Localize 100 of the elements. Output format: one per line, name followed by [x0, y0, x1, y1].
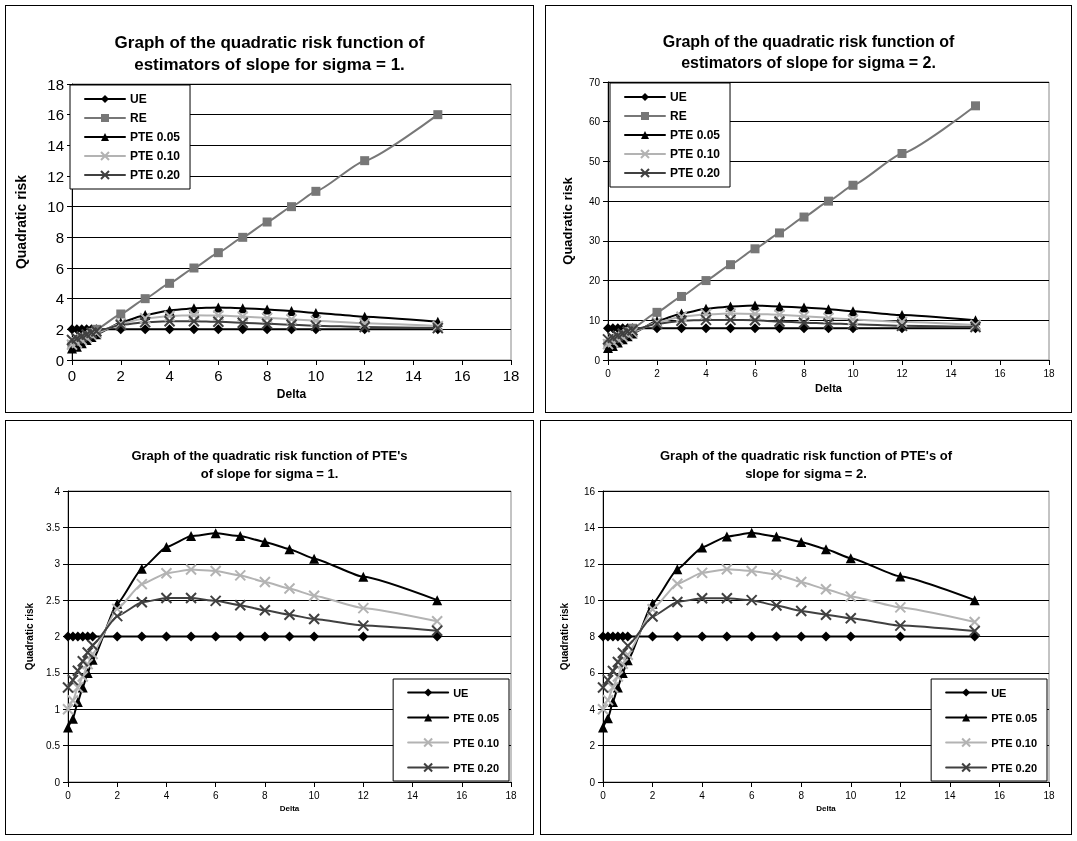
y-tick-label: 16 [47, 106, 64, 124]
legend-label: PTE 0.10 [453, 736, 499, 749]
y-tick-label: 6 [589, 667, 596, 679]
x-tick-label: 18 [1043, 367, 1055, 379]
x-tick-label: 16 [994, 367, 1006, 379]
x-axis-title: Delta [276, 386, 307, 401]
x-axis-title: Delta [816, 804, 837, 814]
legend-label: UE [130, 92, 147, 106]
y-tick-label: 0 [589, 776, 596, 788]
y-tick-label: 8 [589, 631, 596, 642]
x-tick-label: 2 [116, 367, 125, 384]
x-tick-label: 8 [801, 367, 808, 379]
y-tick-label: 14 [583, 521, 596, 533]
x-tick-label: 12 [894, 789, 907, 801]
y-axis-title: Quadratic risk [560, 176, 575, 265]
y-tick-label: 2.5 [46, 594, 61, 606]
x-tick-label: 18 [505, 789, 517, 801]
y-tick-label: 10 [47, 198, 64, 216]
legend-label: PTE 0.20 [453, 761, 499, 774]
x-tick-label: 0 [605, 367, 612, 379]
legend-label: PTE 0.05 [130, 130, 181, 144]
y-tick-label: 4 [54, 485, 61, 497]
x-tick-label: 4 [163, 789, 170, 801]
x-tick-label: 12 [896, 367, 908, 379]
y-tick-label: 4 [589, 703, 596, 715]
chart-title: Graph of the quadratic risk function of estimators of slope for sigma = 1. [114, 32, 425, 74]
y-tick-label: 1.5 [46, 667, 61, 679]
y-axis-title: Quadratic risk [558, 602, 570, 671]
y-tick-label: 4 [55, 290, 64, 308]
x-tick-label: 12 [356, 367, 374, 384]
x-tick-label: 14 [406, 789, 419, 801]
y-tick-label: 8 [55, 228, 64, 246]
legend-label: PTE 0.10 [991, 736, 1037, 749]
x-tick-label: 10 [847, 367, 859, 379]
legend-label: PTE 0.20 [991, 761, 1037, 774]
y-tick-label: 20 [588, 275, 601, 287]
y-tick-label: 3 [54, 558, 61, 570]
y-tick-label: 2 [54, 631, 61, 642]
y-tick-label: 3.5 [46, 521, 61, 533]
y-tick-label: 10 [583, 594, 596, 606]
x-tick-label: 4 [703, 367, 710, 379]
legend-label: UE [453, 686, 469, 699]
x-tick-label: 10 [845, 789, 857, 801]
y-tick-label: 30 [588, 235, 601, 247]
y-tick-label: 2 [55, 320, 64, 338]
legend-label: PTE 0.10 [670, 147, 721, 161]
x-tick-label: 0 [65, 789, 72, 801]
legend-label: UE [991, 686, 1007, 699]
y-tick-label: 18 [47, 75, 64, 93]
x-tick-label: 10 [308, 789, 321, 801]
legend-label: PTE 0.20 [130, 168, 181, 182]
x-tick-label: 2 [649, 789, 656, 801]
x-tick-label: 14 [945, 367, 957, 379]
y-tick-label: 14 [47, 136, 64, 154]
y-tick-label: 0 [54, 776, 61, 788]
x-tick-label: 14 [405, 367, 422, 384]
x-tick-label: 8 [798, 789, 805, 801]
x-tick-label: 6 [748, 789, 755, 801]
y-tick-label: 0.5 [46, 740, 61, 752]
x-tick-label: 12 [357, 789, 370, 801]
x-axis-title: Delta [815, 382, 843, 395]
y-tick-label: 2 [589, 740, 596, 752]
y-tick-label: 60 [588, 116, 601, 128]
y-tick-label: 12 [47, 167, 64, 185]
x-tick-label: 2 [114, 789, 121, 801]
x-axis-title: Delta [279, 804, 300, 814]
legend-label: PTE 0.05 [991, 711, 1037, 724]
chart-title: Graph of the quadratic risk function of PTE's of slope for sigma = 2. [660, 447, 953, 481]
x-tick-label: 6 [752, 367, 759, 379]
y-tick-label: 50 [588, 155, 601, 167]
x-tick-label: 6 [212, 789, 219, 801]
legend-label: RE [130, 111, 147, 125]
y-tick-label: 12 [583, 558, 596, 570]
y-axis-title: Quadratic risk [13, 174, 29, 270]
y-tick-label: 6 [55, 259, 64, 277]
y-tick-label: 1 [54, 703, 61, 715]
y-tick-label: 70 [588, 76, 601, 88]
x-tick-label: 2 [654, 367, 661, 379]
x-tick-label: 8 [262, 367, 272, 384]
y-axis-title: Quadratic risk [23, 602, 35, 671]
y-tick-label: 0 [594, 354, 601, 366]
y-tick-label: 40 [588, 195, 601, 207]
x-tick-label: 6 [214, 367, 223, 384]
x-tick-label: 16 [993, 789, 1006, 801]
legend-label: PTE 0.10 [130, 149, 181, 163]
x-tick-label: 0 [67, 367, 77, 384]
y-tick-label: 16 [583, 485, 596, 497]
legend-label: RE [670, 109, 687, 123]
x-tick-label: 16 [456, 789, 468, 801]
y-tick-label: 10 [588, 314, 601, 326]
x-tick-label: 4 [165, 367, 174, 384]
x-tick-label: 10 [307, 367, 325, 384]
legend-label: PTE 0.05 [453, 711, 499, 724]
x-tick-label: 16 [453, 367, 471, 384]
legend-label: PTE 0.20 [670, 166, 721, 180]
x-tick-label: 18 [1043, 789, 1055, 801]
x-tick-label: 14 [944, 789, 956, 801]
chart-title: Graph of the quadratic risk function of estimators of slope for sigma = 2. [662, 33, 955, 71]
x-tick-label: 4 [699, 789, 706, 801]
x-tick-label: 8 [262, 789, 269, 801]
